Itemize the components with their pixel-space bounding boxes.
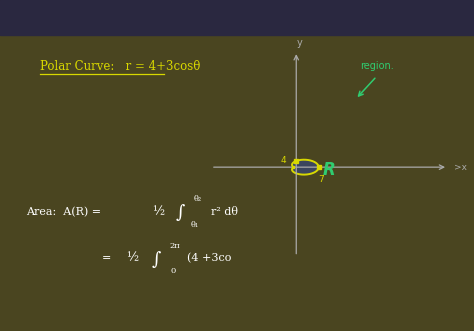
- Text: ∫: ∫: [152, 251, 161, 269]
- Text: r² dθ: r² dθ: [211, 207, 238, 217]
- Text: R: R: [323, 162, 336, 179]
- Text: ∫: ∫: [175, 205, 185, 222]
- Text: θ₁: θ₁: [191, 221, 199, 229]
- Text: 0: 0: [171, 267, 176, 275]
- Text: ½: ½: [152, 205, 164, 218]
- Text: θ₂: θ₂: [193, 195, 201, 203]
- Text: ½: ½: [126, 252, 138, 265]
- Text: =: =: [102, 253, 111, 263]
- Text: Area:  A(R) =: Area: A(R) =: [26, 207, 101, 217]
- Polygon shape: [292, 160, 319, 175]
- Text: >x: >x: [454, 163, 466, 172]
- Text: y: y: [297, 38, 303, 48]
- Text: (4 +3co: (4 +3co: [187, 253, 232, 263]
- Text: Polar Curve:   r = 4+3cosθ: Polar Curve: r = 4+3cosθ: [40, 60, 201, 73]
- Bar: [0, 0, 474, 35]
- Text: 7: 7: [318, 175, 324, 184]
- Text: 4: 4: [280, 157, 286, 166]
- Text: 2π: 2π: [170, 242, 181, 250]
- Text: region.: region.: [360, 61, 394, 71]
